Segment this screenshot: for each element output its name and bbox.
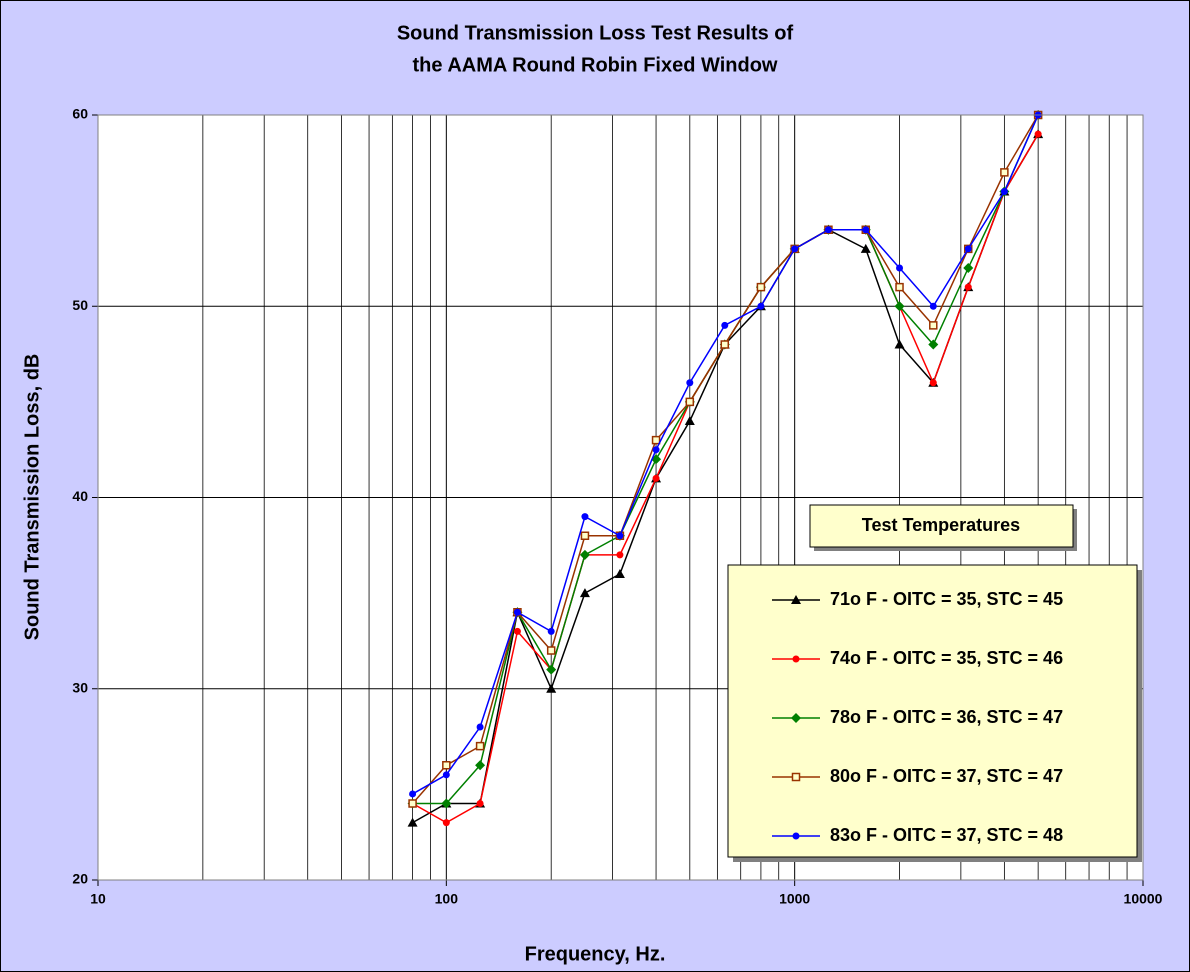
legend-label: 71o F - OITC = 35, STC = 45 [830, 589, 1063, 609]
marker [441, 798, 452, 809]
marker [684, 416, 695, 425]
marker [929, 379, 937, 387]
marker [652, 446, 660, 454]
marker [862, 226, 870, 234]
y-tick-label: 40 [72, 488, 88, 504]
marker [546, 646, 556, 655]
marker [928, 339, 939, 350]
marker [546, 683, 557, 693]
marker [1000, 168, 1009, 177]
marker [720, 340, 730, 349]
marker [791, 772, 801, 782]
marker [896, 264, 904, 272]
marker [721, 321, 729, 329]
legend-label: 83o F - OITC = 37, STC = 48 [830, 825, 1063, 845]
marker [475, 741, 485, 751]
marker [652, 474, 660, 482]
marker [442, 771, 450, 779]
marker [792, 655, 800, 663]
marker [791, 713, 801, 723]
plot-border [97, 114, 1144, 881]
series-layer [407, 110, 1044, 827]
marker [964, 283, 972, 291]
legend-title-box [809, 504, 1074, 548]
marker [513, 608, 521, 616]
marker [685, 397, 695, 407]
marker [408, 799, 417, 808]
marker [579, 549, 590, 560]
marker [546, 664, 557, 675]
y-tick-label: 30 [72, 679, 88, 695]
marker [476, 800, 484, 807]
marker [791, 245, 799, 253]
marker [756, 282, 766, 292]
marker [791, 595, 801, 604]
marker [894, 301, 905, 312]
y-tick-label: 20 [72, 871, 88, 887]
chart-title: the AAMA Round Robin Fixed Window [413, 54, 778, 76]
marker [963, 263, 974, 273]
y-axis-label: Sound Transmission Loss, dB [21, 354, 43, 641]
marker [442, 819, 450, 827]
marker [616, 532, 624, 540]
marker [547, 627, 555, 635]
marker [894, 339, 905, 349]
marker [929, 302, 937, 310]
x-tick-label: 1000 [779, 891, 810, 907]
marker [475, 760, 486, 771]
marker [579, 588, 590, 598]
marker [614, 569, 625, 578]
marker [581, 513, 589, 521]
y-tick-label: 60 [72, 106, 88, 122]
marker [860, 243, 871, 253]
marker [792, 832, 800, 840]
legend: 71o F - OITC = 35, STC = 45 74o F - OITC … [772, 589, 1063, 845]
legend-box [727, 564, 1138, 858]
x-tick-label: 10000 [1124, 891, 1163, 907]
marker [407, 817, 418, 827]
marker [476, 723, 484, 731]
x-axis-label: Frequency, Hz. [525, 943, 666, 965]
marker [442, 761, 451, 770]
marker [409, 790, 417, 798]
marker [757, 302, 765, 310]
marker [895, 282, 904, 292]
x-tick-label: 10 [90, 891, 106, 907]
marker [513, 627, 521, 635]
x-tick-label: 100 [435, 891, 459, 907]
marker [651, 435, 661, 445]
legend-label: 78o F - OITC = 36, STC = 47 [830, 707, 1063, 727]
marker [824, 226, 832, 234]
marker [580, 531, 590, 540]
y-tick-label: 50 [72, 297, 88, 313]
marker [964, 245, 972, 253]
marker [1000, 188, 1008, 195]
marker [686, 379, 694, 387]
legend-title: Test Temperatures [862, 515, 1020, 535]
marker [929, 321, 938, 330]
legend-label: 74o F - OITC = 35, STC = 46 [830, 648, 1063, 668]
marker [1034, 130, 1042, 138]
legend-label: 80o F - OITC = 37, STC = 47 [830, 766, 1063, 786]
chart-title: Sound Transmission Loss Test Results of [397, 22, 794, 44]
marker [616, 551, 624, 559]
